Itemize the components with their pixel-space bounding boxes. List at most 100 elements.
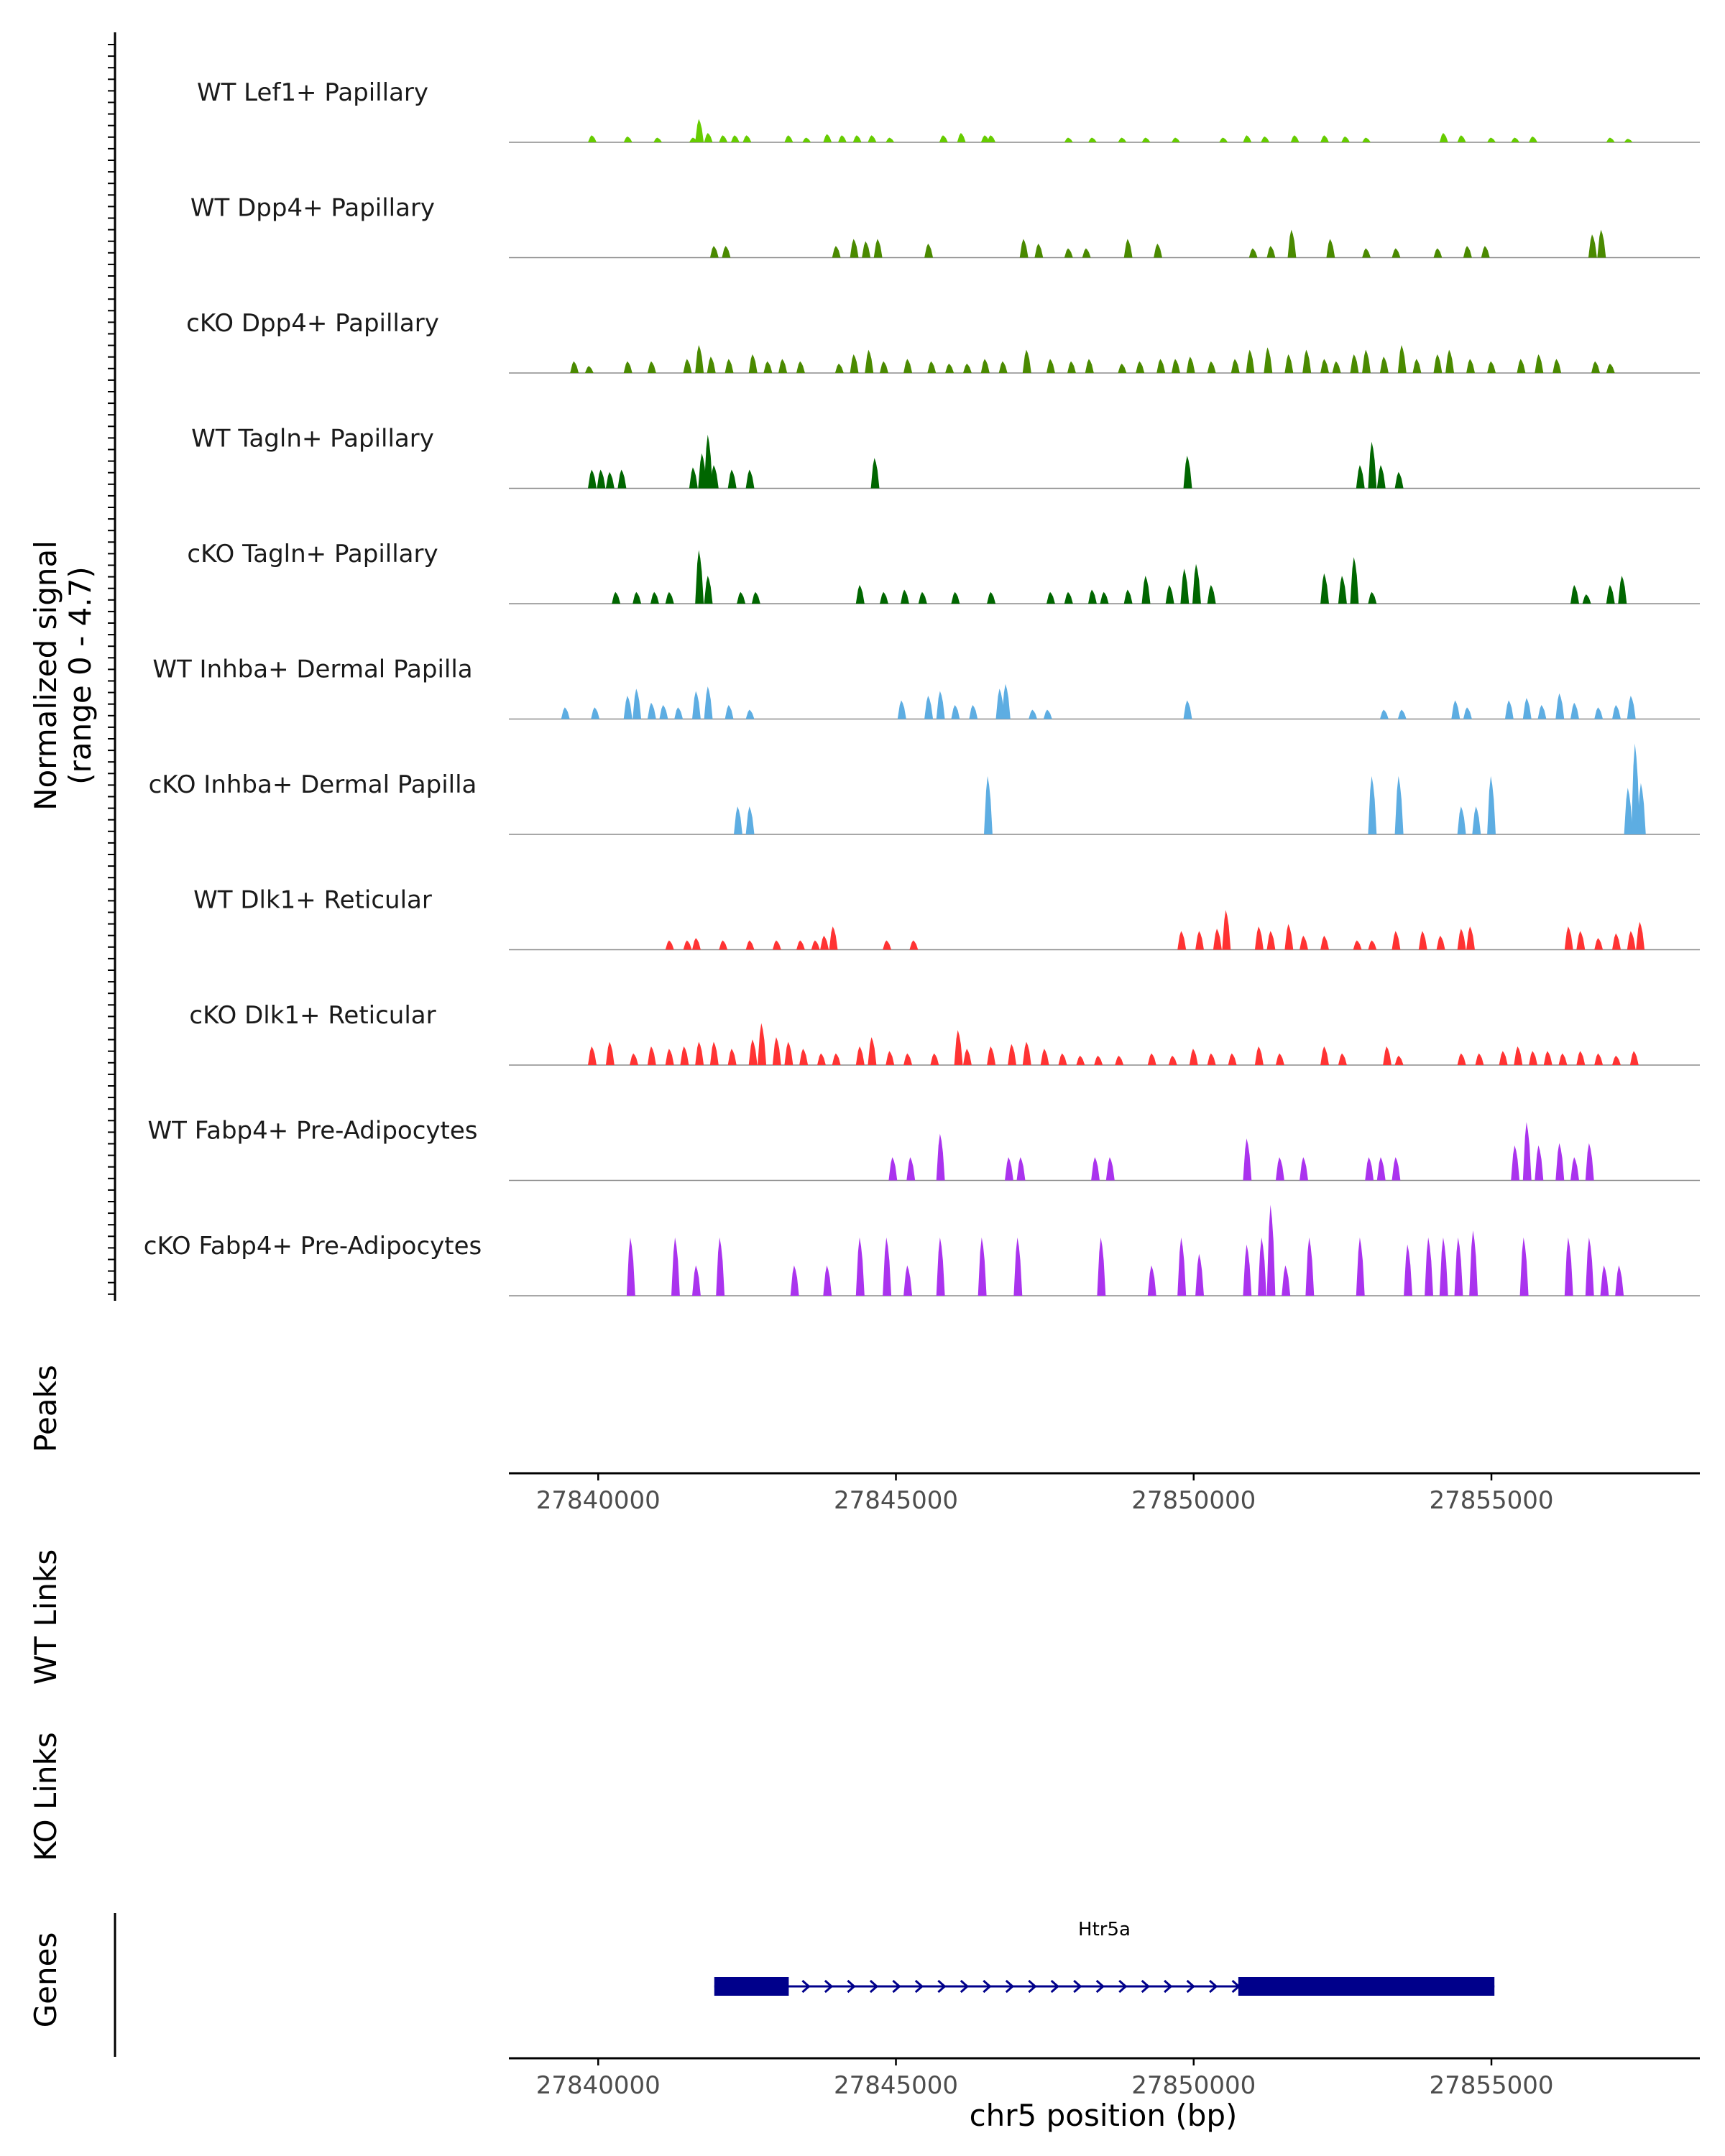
track-cko-tagln-papillary: cKO Tagln+ Papillary: [187, 540, 1700, 604]
coverage-peak: [1463, 246, 1472, 258]
coverage-peak: [1376, 465, 1386, 489]
coverage-peak: [748, 354, 758, 373]
coverage-peak: [1463, 707, 1472, 719]
coverage-peak: [1499, 1051, 1508, 1065]
coverage-peak: [1606, 364, 1615, 373]
coverage-peak: [1564, 1237, 1573, 1296]
coverage-peak: [927, 361, 937, 373]
coverage-peak: [719, 135, 728, 142]
coverage-peak: [612, 591, 621, 604]
coverage-peak: [695, 119, 704, 142]
coverage-peak: [1219, 137, 1228, 142]
coverage-peak: [1555, 693, 1565, 719]
coverage-peak: [1392, 1157, 1401, 1181]
coverage-peak: [698, 453, 707, 489]
coverage-peak: [1594, 1053, 1604, 1065]
coverage-peak: [584, 366, 594, 373]
coverage-peak: [1085, 359, 1094, 373]
coverage-tracks: WT Lef1+ Papillary WT Dpp4+ Papillary cKO …: [144, 78, 1700, 1296]
coverage-peak: [1029, 709, 1037, 719]
coverage-peak: [1522, 1122, 1532, 1181]
strand-arrow: [847, 1979, 856, 1994]
coverage-peak: [1172, 137, 1180, 142]
coverage-peak: [1600, 1265, 1609, 1296]
coverage-peak: [588, 1046, 597, 1065]
coverage-peak: [1338, 576, 1347, 604]
coverage-peak: [903, 359, 913, 373]
coverage-peak: [591, 707, 600, 719]
coverage-peak: [987, 591, 996, 604]
coverage-peak: [632, 591, 642, 604]
coverage-peak: [897, 700, 906, 719]
coverage-peak: [623, 136, 632, 142]
coverage-peak: [880, 361, 888, 373]
coverage-peak: [1436, 936, 1445, 950]
strand-arrow: [1118, 1979, 1128, 1994]
coverage-peak: [692, 691, 701, 719]
coverage-peak: [1100, 591, 1109, 604]
coverage-peak: [1105, 1157, 1115, 1181]
coverage-peak: [820, 936, 829, 950]
coverage-peak: [1156, 359, 1166, 373]
coverage-peak: [1302, 349, 1312, 373]
coverage-peak: [1362, 137, 1371, 142]
strand-arrow: [892, 1979, 901, 1994]
coverage-peak: [719, 940, 728, 950]
coverage-peak: [734, 806, 742, 834]
coverage-peak: [1141, 576, 1151, 604]
coverage-peak: [936, 1237, 945, 1296]
coverage-peak: [1300, 1157, 1308, 1181]
coverage-peak: [1379, 709, 1389, 719]
coverage-peak: [1230, 359, 1240, 373]
coverage-peak: [1064, 137, 1073, 142]
coverage-peak: [709, 1041, 719, 1065]
coverage-peak: [597, 469, 606, 489]
coverage-peak: [832, 1053, 841, 1065]
coverage-peak: [1582, 594, 1591, 604]
coverage-peak: [883, 1237, 892, 1296]
coverage-peak: [1576, 931, 1586, 950]
coverage-peak: [1394, 1056, 1404, 1065]
coverage-peak: [1287, 229, 1297, 258]
ko-links-track-label: KO Links: [28, 1732, 63, 1861]
coverage-peak: [772, 940, 781, 950]
coverage-peak: [1627, 696, 1636, 719]
coverage-peak: [1305, 1237, 1315, 1296]
coverage-peak: [1564, 926, 1573, 950]
coverage-peak: [1457, 135, 1466, 142]
strand-arrow: [1141, 1979, 1150, 1994]
track-cko-fabp4-pre-adipocytes: cKO Fabp4+ Pre-Adipocytes: [144, 1204, 1700, 1296]
coverage-peak: [1172, 359, 1180, 373]
coverage-peak: [817, 1053, 826, 1065]
coverage-peak: [995, 688, 1005, 719]
coverage-peak: [1394, 775, 1404, 834]
coverage-peak: [1275, 1157, 1284, 1181]
coverage-peak: [1537, 705, 1547, 719]
coverage-peak: [987, 1046, 996, 1065]
coverage-peak: [1558, 1053, 1568, 1065]
coverage-peak: [665, 591, 674, 604]
coverage-peak: [850, 239, 859, 258]
coverage-peak: [1058, 1053, 1067, 1065]
coverage-peak: [745, 469, 755, 489]
coverage-peak: [936, 691, 945, 719]
coverage-peak: [1585, 1237, 1594, 1296]
track-label: WT Lef1+ Papillary: [197, 78, 428, 107]
coverage-peak: [1275, 1053, 1284, 1065]
coverage-peak: [632, 688, 642, 719]
coverage-peak: [730, 135, 740, 142]
coverage-peak: [1019, 239, 1029, 258]
coverage-peak: [1457, 929, 1466, 950]
coverage-peak: [1365, 1157, 1374, 1181]
coverage-peak: [1261, 136, 1270, 142]
strand-arrow: [801, 1979, 811, 1994]
coverage-peak: [1189, 1049, 1198, 1065]
coverage-peak: [873, 239, 883, 258]
coverage-peak: [1186, 356, 1195, 373]
coverage-peak: [1016, 1157, 1026, 1181]
coverage-peak: [1266, 246, 1276, 258]
coverage-peak: [748, 1039, 758, 1065]
coverage-peak: [704, 576, 713, 604]
coverage-peak: [1192, 563, 1201, 604]
